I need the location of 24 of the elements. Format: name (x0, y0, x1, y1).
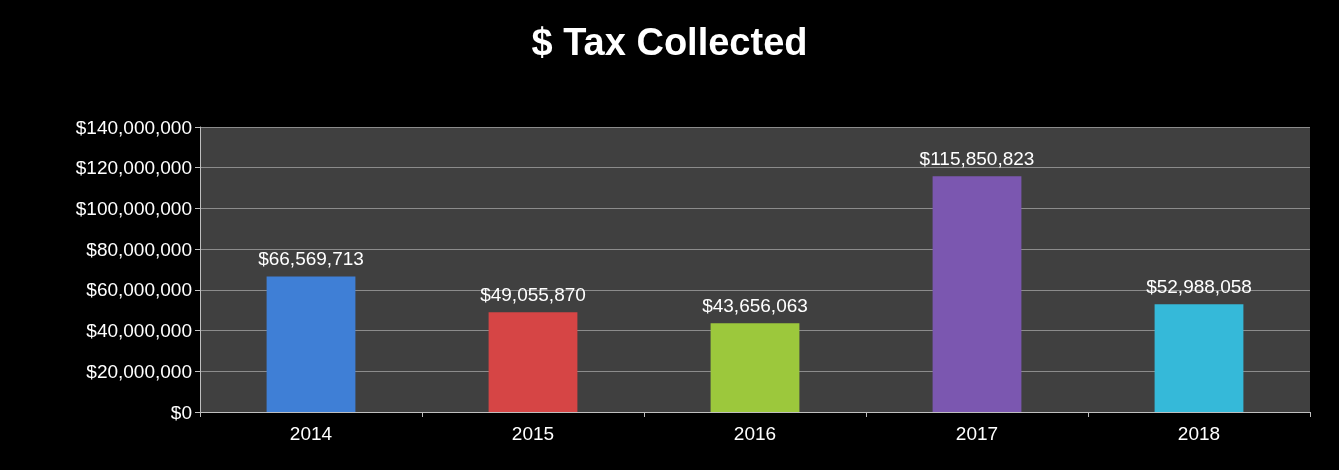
x-tick-label: 2015 (511, 423, 555, 444)
y-tick-label: $140,000,000 (75, 116, 192, 138)
x-tick-label: 2016 (733, 423, 777, 444)
y-tick-label: $0 (170, 401, 192, 423)
data-label: $52,988,058 (1146, 276, 1252, 298)
chart-title: $ Tax Collected (531, 21, 808, 63)
data-label: $49,055,870 (480, 284, 586, 306)
y-tick-label: $20,000,000 (86, 360, 192, 382)
data-label: $43,656,063 (702, 295, 808, 317)
y-tick-label: $60,000,000 (86, 279, 192, 301)
bar (932, 176, 1022, 412)
bar (710, 323, 800, 412)
y-tick-label: $120,000,000 (75, 157, 192, 179)
data-label: $66,569,713 (258, 248, 364, 270)
y-tick-label: $80,000,000 (86, 238, 192, 260)
x-tick-label: 2018 (1177, 423, 1221, 444)
bar (1154, 304, 1244, 412)
data-label: $115,850,823 (919, 148, 1035, 170)
bar (266, 276, 356, 412)
x-tick-label: 2014 (289, 423, 333, 444)
x-tick-label: 2017 (955, 423, 999, 444)
y-tick-label: $40,000,000 (86, 320, 192, 342)
bar (488, 312, 578, 412)
y-tick-label: $100,000,000 (75, 197, 192, 219)
